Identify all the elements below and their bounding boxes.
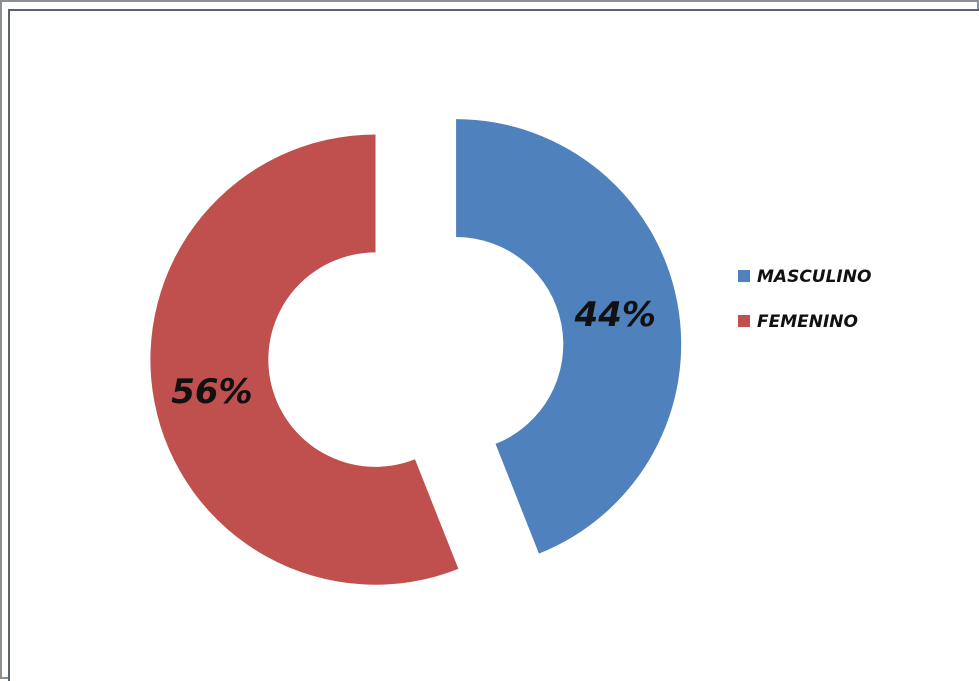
legend-swatch-femenino (738, 315, 750, 327)
doughnut-slices (150, 119, 682, 585)
slice-femenino (150, 134, 459, 585)
legend-label-femenino: FEMENINO (757, 312, 858, 332)
legend-swatch-masculino (738, 270, 750, 282)
data-label-femenino: 56% (171, 372, 252, 412)
legend-label-masculino: MASCULINO (757, 267, 871, 287)
data-label-masculino: 44% (574, 295, 656, 335)
slice-masculino (456, 119, 682, 554)
data-labels: 44% 56% (171, 295, 656, 412)
legend: MASCULINO FEMENINO (738, 267, 871, 332)
